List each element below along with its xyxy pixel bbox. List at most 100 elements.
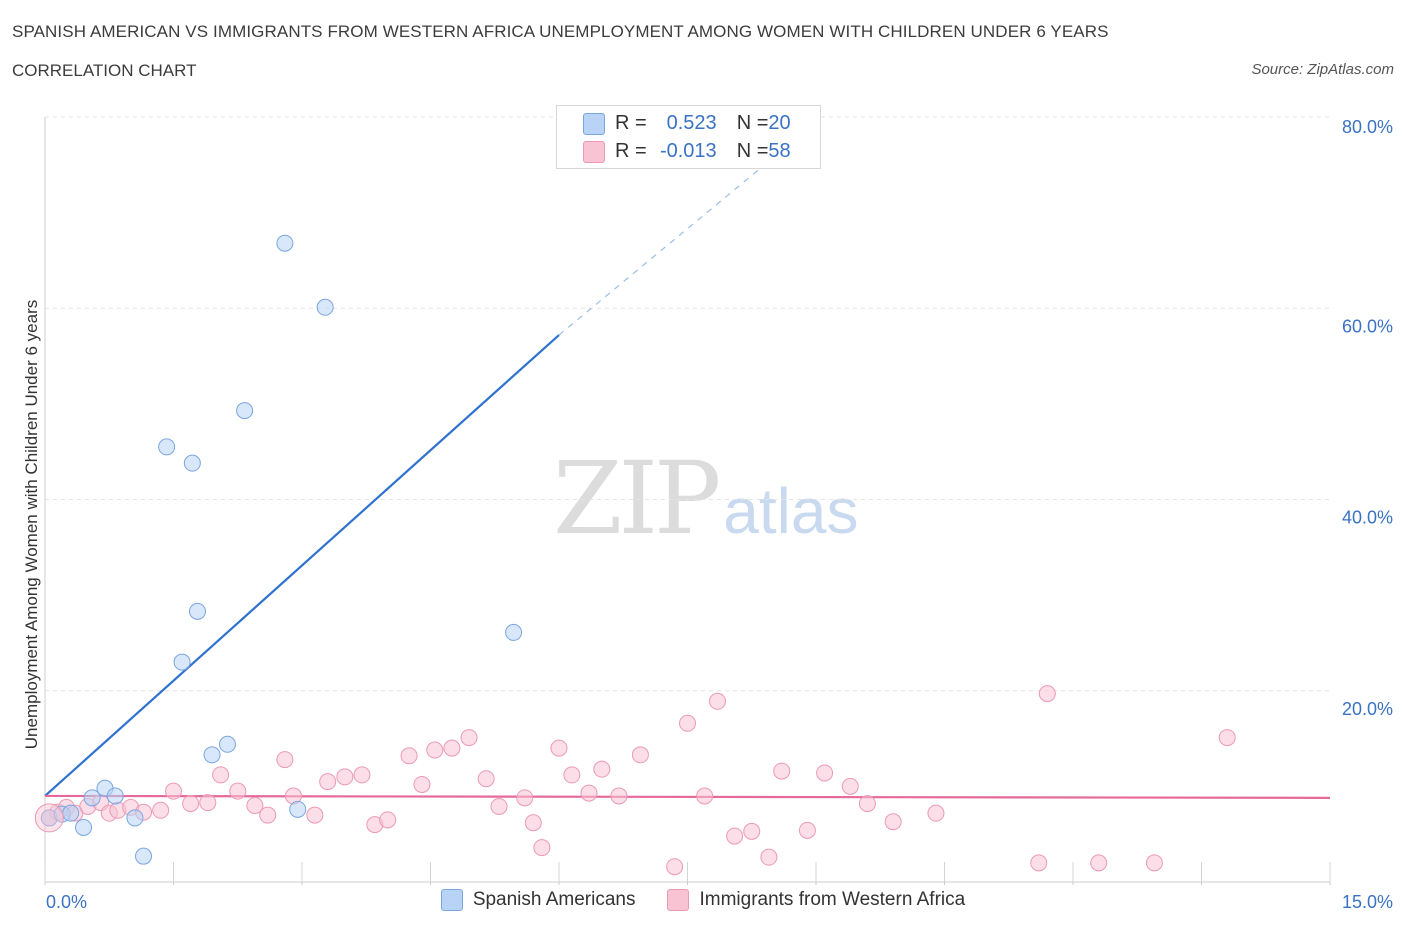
- point-western-africa: [212, 766, 230, 784]
- point-western-africa: [679, 714, 696, 732]
- point-western-africa: [259, 806, 277, 824]
- legend-swatch-pink: [667, 889, 690, 911]
- point-western-africa: [708, 692, 726, 710]
- stats-r-value: -0.013: [659, 140, 717, 162]
- grid-lines: [45, 116, 1330, 692]
- zipatlas-watermark: ZIPatlas: [553, 440, 858, 557]
- legend-item-western-africa[interactable]: Immigrants from Western Africa: [667, 889, 965, 911]
- point-spanish-americans: [289, 800, 307, 818]
- point-western-africa: [400, 747, 418, 765]
- point-western-africa: [516, 789, 534, 807]
- point-cluster: [34, 803, 64, 833]
- point-western-africa: [306, 806, 324, 824]
- point-western-africa: [760, 848, 778, 866]
- point-western-africa: [413, 775, 431, 793]
- source-credit: Source: ZipAtlas.com: [1251, 61, 1394, 78]
- point-spanish-americans: [173, 653, 191, 671]
- point-spanish-americans: [276, 234, 294, 252]
- chart-legend: Spanish Americans Immigrants from Wester…: [0, 889, 1406, 911]
- point-western-africa: [229, 782, 247, 800]
- point-western-africa: [460, 729, 478, 747]
- point-western-africa: [798, 821, 816, 839]
- point-western-africa: [743, 822, 761, 840]
- point-western-africa: [1145, 854, 1163, 872]
- y-tick-label: 40.0%: [1342, 508, 1393, 528]
- point-western-africa: [379, 811, 397, 829]
- point-spanish-americans: [75, 818, 93, 836]
- point-western-africa: [631, 746, 649, 764]
- stats-n-value: 58: [768, 140, 791, 162]
- watermark-zip: ZIP: [553, 440, 721, 557]
- point-spanish-americans: [135, 847, 153, 865]
- legend-item-spanish-americans[interactable]: Spanish Americans: [440, 889, 636, 911]
- stats-n-label: N =: [736, 112, 769, 134]
- point-western-africa: [610, 787, 628, 805]
- stats-row-spanish-americans: R = 0.523 N = 20: [583, 112, 791, 135]
- trend-line-western-africa: [44, 794, 1331, 799]
- point-spanish-americans: [126, 809, 144, 827]
- point-western-africa: [477, 770, 495, 788]
- point-western-africa: [563, 766, 581, 784]
- trend-line-spanish-americans: [44, 334, 560, 797]
- point-spanish-americans: [188, 602, 206, 620]
- watermark-atlas: atlas: [723, 475, 859, 547]
- stats-row-western-africa: R = -0.013 N = 58: [583, 140, 791, 163]
- point-western-africa: [533, 839, 551, 857]
- point-spanish-americans: [505, 623, 523, 641]
- x-tick-label: 0.0%: [46, 892, 87, 912]
- point-western-africa: [443, 739, 461, 757]
- point-western-africa: [276, 751, 294, 769]
- legend-swatch-blue: [440, 889, 463, 911]
- legend-label: Immigrants from Western Africa: [699, 889, 966, 910]
- point-western-africa: [884, 813, 902, 831]
- point-western-africa: [199, 794, 217, 812]
- stats-swatch-blue: [583, 112, 605, 135]
- y-tick-label: 60.0%: [1342, 316, 1393, 336]
- point-western-africa: [353, 766, 371, 784]
- point-western-africa: [426, 741, 444, 759]
- point-western-africa: [726, 827, 744, 845]
- point-spanish-americans: [158, 438, 176, 456]
- point-spanish-americans: [236, 402, 254, 420]
- point-western-africa: [524, 814, 542, 832]
- y-axis-title: Unemployment Among Women with Children U…: [22, 300, 41, 749]
- point-spanish-americans: [183, 454, 201, 472]
- point-western-africa: [319, 773, 337, 791]
- point-western-africa: [1038, 685, 1056, 703]
- point-western-africa: [841, 777, 859, 795]
- point-western-africa: [666, 858, 684, 876]
- point-western-africa: [858, 795, 876, 813]
- point-western-africa: [773, 762, 791, 780]
- stats-n-label: N =: [736, 140, 769, 162]
- point-western-africa: [490, 797, 508, 815]
- point-spanish-americans: [316, 298, 334, 316]
- point-western-africa: [246, 797, 264, 814]
- y-tick-label: 80.0%: [1342, 117, 1393, 137]
- data-points: [34, 234, 1236, 876]
- point-spanish-americans: [218, 735, 236, 753]
- point-western-africa: [927, 804, 945, 822]
- y-tick-label: 20.0%: [1342, 699, 1393, 719]
- point-western-africa: [165, 782, 182, 800]
- legend-label: Spanish Americans: [472, 889, 636, 910]
- point-western-africa: [816, 764, 834, 782]
- point-western-africa: [550, 739, 568, 757]
- point-western-africa: [696, 787, 714, 805]
- axes: [44, 117, 1331, 885]
- point-western-africa: [1090, 854, 1108, 872]
- axis-labels: 20.0% 40.0% 60.0% 80.0% 0.0% 15.0% Unemploymen…: [22, 117, 1393, 912]
- point-western-africa: [1218, 729, 1236, 747]
- point-western-africa: [336, 768, 354, 786]
- x-tick-label: 15.0%: [1342, 892, 1393, 912]
- stats-r-label: R =: [615, 112, 647, 134]
- point-western-africa: [152, 801, 170, 819]
- trend-lines: [44, 164, 1331, 799]
- stats-swatch-pink: [583, 140, 605, 163]
- stats-n-value: 20: [768, 112, 791, 134]
- trend-line-extension: [558, 164, 765, 336]
- point-spanish-americans: [203, 746, 221, 764]
- correlation-stats-box: R = 0.523 N = 20 R = -0.013 N = 58: [556, 105, 821, 169]
- chart-title: SPANISH AMERICAN VS IMMIGRANTS FROM WEST…: [12, 22, 1109, 41]
- point-spanish-americans: [62, 804, 80, 822]
